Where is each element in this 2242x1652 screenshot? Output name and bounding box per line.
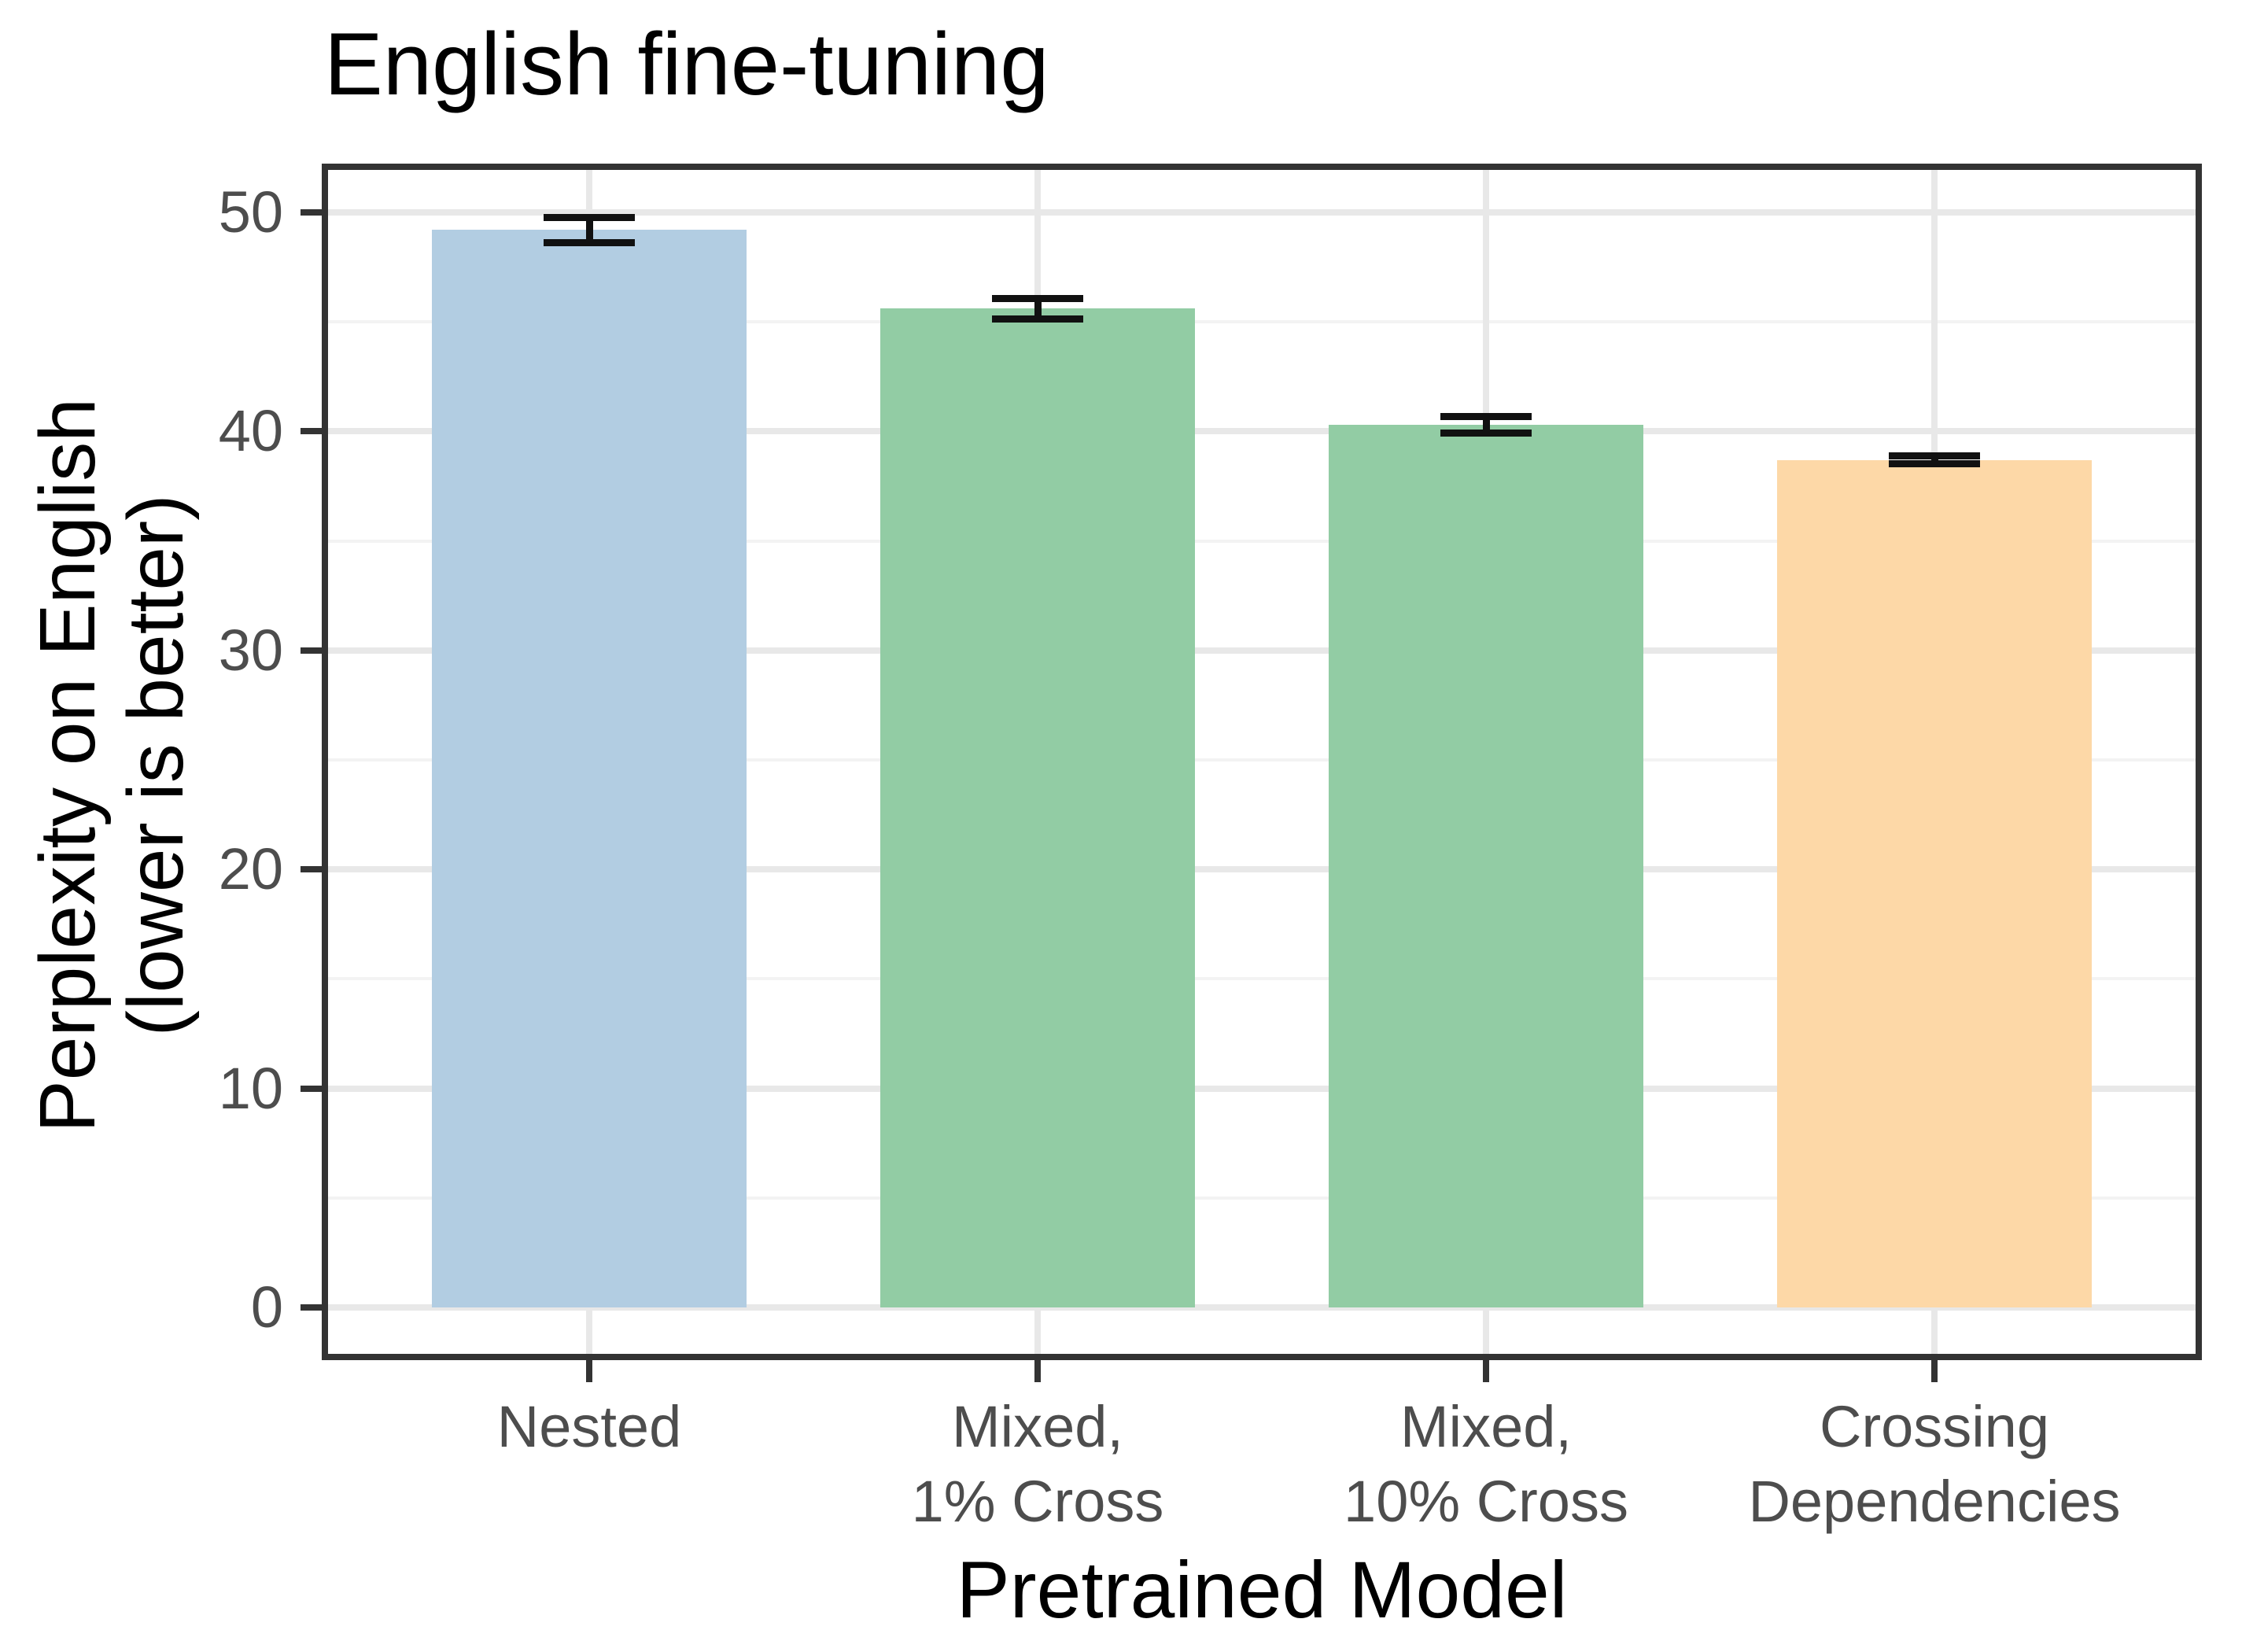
data-bar	[1777, 459, 2092, 1307]
x-category-label: Crossing Dependencies	[1620, 1389, 2242, 1539]
minor-gridline-h	[328, 977, 2196, 981]
error-bar-line	[1930, 455, 1938, 465]
major-gridline-h	[328, 1304, 2196, 1311]
plot-panel	[322, 164, 2202, 1360]
data-bar	[1329, 425, 1643, 1307]
x-category-label-line: Mixed,	[1400, 1394, 1572, 1459]
minor-gridline-h	[328, 320, 2196, 324]
x-axis-tick	[1034, 1360, 1041, 1382]
data-bar	[880, 308, 1195, 1307]
error-bar-cap-top	[992, 294, 1083, 302]
error-bar-line	[1034, 297, 1042, 320]
minor-gridline-h	[328, 539, 2196, 543]
major-gridline-h	[328, 428, 2196, 435]
major-gridline-h	[328, 866, 2196, 873]
x-axis-tick	[586, 1360, 592, 1382]
major-gridline-h	[328, 209, 2196, 216]
x-category-label-line: Nested	[496, 1394, 682, 1459]
y-axis-tick	[301, 428, 322, 435]
x-axis-tick	[1483, 1360, 1489, 1382]
y-tick-label: 30	[218, 617, 283, 683]
y-axis-tick	[301, 1304, 322, 1311]
major-gridline-h	[328, 647, 2196, 654]
x-category-label: Mixed, 10% Cross	[1171, 1389, 1801, 1539]
y-axis-tick	[301, 1085, 322, 1092]
error-bar-cap-top	[1889, 452, 1980, 460]
y-axis-tick	[301, 647, 322, 654]
error-bar-cap-bottom	[544, 238, 635, 246]
error-bar-cap-top	[1440, 412, 1532, 420]
error-bar-line	[585, 216, 593, 243]
x-axis-tick	[1931, 1360, 1938, 1382]
y-tick-label: 20	[218, 836, 283, 902]
y-tick-label: 40	[218, 398, 283, 464]
error-bar-cap-bottom	[1889, 460, 1980, 468]
x-category-label-line: Crossing	[1820, 1394, 2049, 1459]
x-category-label: Mixed, 1% Cross	[723, 1389, 1352, 1539]
data-bar	[432, 230, 747, 1307]
error-bar-cap-bottom	[992, 315, 1083, 323]
chart-title: English fine-tuning	[324, 15, 1049, 113]
x-axis-title: Pretrained Model	[956, 1545, 1568, 1635]
y-axis-tick	[301, 866, 322, 873]
x-category-label-line: Mixed,	[952, 1394, 1123, 1459]
y-axis-tick	[301, 209, 322, 216]
x-category-label-line: Dependencies	[1748, 1469, 2121, 1534]
y-tick-label: 10	[218, 1055, 283, 1121]
y-tick-label: 0	[250, 1274, 283, 1340]
x-category-label-line: 1% Cross	[911, 1469, 1164, 1534]
error-bar-line	[1482, 415, 1490, 434]
y-tick-label: 50	[218, 179, 283, 245]
error-bar-cap-bottom	[1440, 430, 1532, 437]
x-category-label: Nested	[275, 1389, 904, 1464]
minor-gridline-h	[328, 758, 2196, 761]
error-bar-cap-top	[544, 213, 635, 221]
x-category-label-line: 10% Cross	[1344, 1469, 1628, 1534]
minor-gridline-h	[328, 1196, 2196, 1200]
major-gridline-h	[328, 1085, 2196, 1092]
